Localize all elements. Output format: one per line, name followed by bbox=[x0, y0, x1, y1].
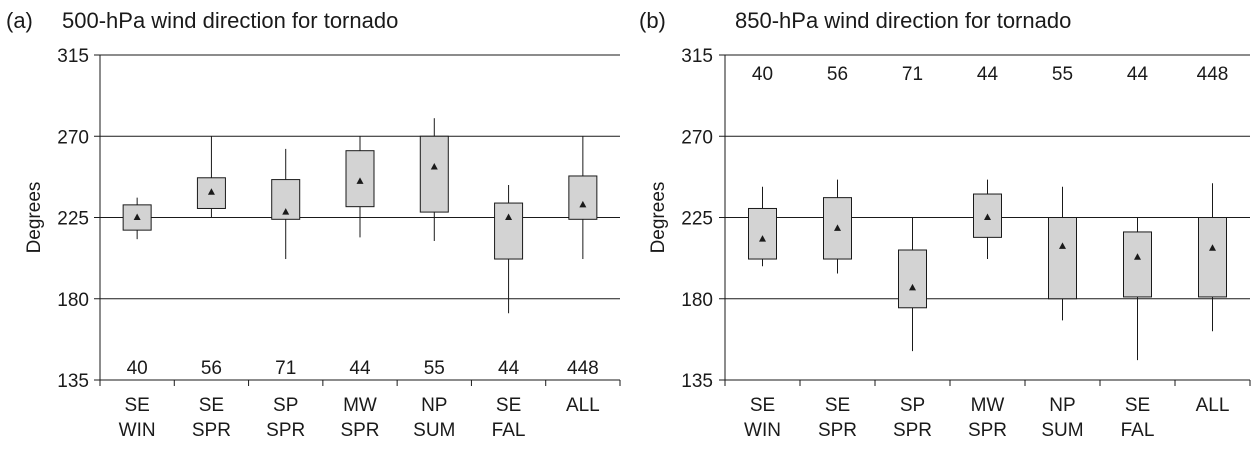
category-label-line1: SE bbox=[1125, 395, 1150, 416]
mean-marker bbox=[1134, 253, 1141, 260]
box bbox=[568, 175, 598, 220]
mean-marker bbox=[759, 235, 766, 242]
sample-count: 44 bbox=[977, 64, 999, 85]
category-label-line1: SE bbox=[199, 395, 224, 416]
category-label-line1: ALL bbox=[566, 395, 600, 416]
category-label-line2: SPR bbox=[968, 420, 1007, 441]
sample-count: 71 bbox=[275, 358, 296, 379]
category-label-line1: SE bbox=[496, 395, 521, 416]
category-label-line1: SE bbox=[124, 395, 149, 416]
sample-count: 40 bbox=[752, 64, 773, 85]
y-axis-label: Degrees bbox=[648, 182, 669, 254]
sample-count: 71 bbox=[902, 64, 923, 85]
mean-marker bbox=[1209, 244, 1216, 251]
sample-count: 44 bbox=[349, 358, 371, 379]
mean-marker bbox=[909, 283, 916, 291]
mean-marker bbox=[133, 213, 141, 220]
category-label-line1: NP bbox=[421, 395, 447, 416]
category-label-line1: SE bbox=[750, 395, 775, 416]
mean-marker bbox=[282, 208, 290, 215]
box bbox=[1123, 231, 1152, 298]
mean-marker bbox=[430, 162, 438, 170]
panel-label: (a) bbox=[6, 8, 33, 33]
box bbox=[898, 249, 927, 309]
sample-count: 56 bbox=[827, 64, 848, 85]
box bbox=[419, 135, 449, 213]
category-label-line1: SP bbox=[273, 395, 298, 416]
chart-title: 500-hPa wind direction for tornado bbox=[62, 8, 398, 33]
mean-marker bbox=[207, 188, 215, 195]
category-label-line1: SP bbox=[900, 395, 925, 416]
y-tick-label: 315 bbox=[681, 46, 713, 67]
sample-count: 40 bbox=[127, 358, 148, 379]
box bbox=[1048, 217, 1077, 300]
mean-marker bbox=[984, 213, 991, 220]
category-label-line1: NP bbox=[1049, 395, 1075, 416]
y-tick-label: 315 bbox=[57, 46, 89, 67]
category-label-line2: WIN bbox=[119, 420, 156, 441]
panel-label: (b) bbox=[639, 8, 666, 33]
category-label-line2: FAL bbox=[492, 420, 526, 441]
category-label-line2: SPR bbox=[893, 420, 932, 441]
sample-count: 44 bbox=[1127, 64, 1149, 85]
sample-count: 448 bbox=[1197, 64, 1229, 85]
y-tick-label: 135 bbox=[57, 371, 89, 392]
mean-marker bbox=[356, 177, 364, 184]
y-tick-label: 135 bbox=[681, 371, 713, 392]
category-label-line1: SE bbox=[825, 395, 850, 416]
category-label-line2: SPR bbox=[192, 420, 231, 441]
category-label-line2: WIN bbox=[744, 420, 781, 441]
category-label-line2: FAL bbox=[1121, 420, 1155, 441]
category-label-line1: MW bbox=[971, 395, 1005, 416]
category-label-line2: SUM bbox=[1041, 420, 1083, 441]
y-tick-label: 225 bbox=[681, 209, 713, 230]
category-label-line2: SPR bbox=[818, 420, 857, 441]
chart-title: 850-hPa wind direction for tornado bbox=[735, 8, 1071, 33]
category-label-line1: ALL bbox=[1196, 395, 1230, 416]
mean-marker bbox=[579, 200, 587, 208]
category-label-line2: SUM bbox=[413, 420, 455, 441]
sample-count: 56 bbox=[201, 358, 222, 379]
y-tick-label: 225 bbox=[57, 209, 89, 230]
mean-marker bbox=[834, 224, 841, 231]
y-tick-label: 180 bbox=[681, 290, 713, 311]
y-tick-label: 270 bbox=[57, 127, 89, 148]
sample-count: 44 bbox=[498, 358, 520, 379]
box bbox=[196, 177, 226, 209]
category-label-line2: SPR bbox=[340, 420, 379, 441]
y-tick-label: 270 bbox=[681, 127, 713, 148]
mean-marker bbox=[1059, 242, 1066, 249]
sample-count: 55 bbox=[424, 358, 445, 379]
y-axis-label: Degrees bbox=[24, 182, 45, 254]
sample-count: 55 bbox=[1052, 64, 1073, 85]
panel-b: (b) 850-hPa wind direction for tornado Deg… bbox=[639, 8, 1251, 441]
box bbox=[494, 202, 524, 260]
box bbox=[748, 207, 777, 260]
category-label-line2: SPR bbox=[266, 420, 305, 441]
category-label-line1: MW bbox=[343, 395, 377, 416]
sample-count: 448 bbox=[567, 358, 599, 379]
mean-marker bbox=[505, 213, 513, 220]
y-tick-label: 180 bbox=[57, 290, 89, 311]
panel-a: (a) 500-hPa wind direction for tornado Deg… bbox=[6, 8, 621, 441]
box bbox=[1198, 217, 1227, 298]
